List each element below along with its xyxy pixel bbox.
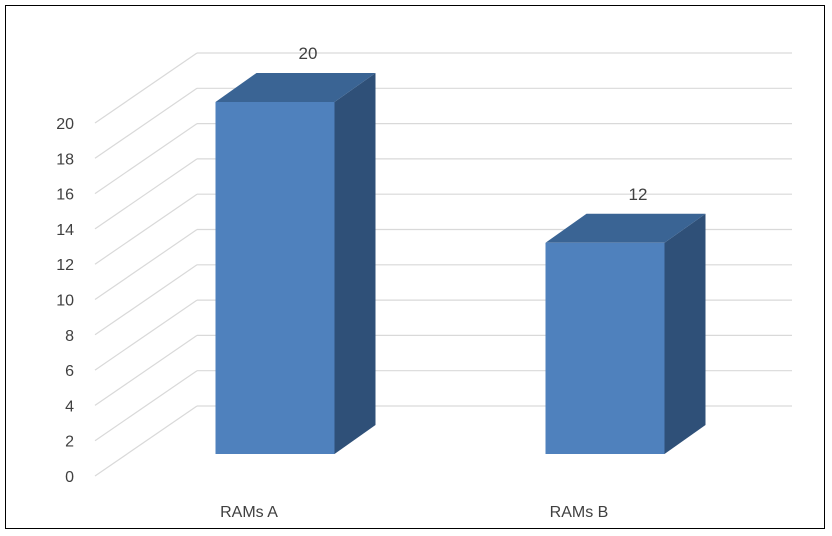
bar-top xyxy=(545,213,706,243)
gridline-diagonal xyxy=(94,299,198,371)
y-tick-label: 4 xyxy=(65,398,74,415)
y-tick-label: 6 xyxy=(65,363,74,380)
y-tick-label: 12 xyxy=(56,257,74,274)
bar-1 xyxy=(215,73,376,454)
gridline-diagonal xyxy=(94,334,198,406)
bar-top xyxy=(215,73,376,102)
bars xyxy=(215,73,706,454)
bar-side xyxy=(334,73,376,454)
gridline-diagonal xyxy=(94,405,198,477)
y-tick-label: 0 xyxy=(65,469,74,486)
gridline-diagonal xyxy=(94,158,198,230)
gridline-diagonal xyxy=(94,123,198,195)
gridline-diagonal xyxy=(94,229,198,300)
gridline-diagonal xyxy=(94,370,198,442)
gridline-diagonal xyxy=(94,193,198,265)
gridline-diagonal xyxy=(94,264,198,336)
bar-2 xyxy=(545,213,706,454)
data-label: 12 xyxy=(629,185,648,204)
bar-side xyxy=(664,213,706,454)
y-tick-label: 16 xyxy=(56,187,74,204)
bar-front xyxy=(545,242,665,454)
y-tick-label: 20 xyxy=(56,116,74,133)
x-category-label: RAMs B xyxy=(550,504,609,521)
x-axis-categories: RAMs A RAMs B xyxy=(220,504,608,521)
y-tick-label: 14 xyxy=(56,222,74,239)
y-tick-label: 2 xyxy=(65,434,74,451)
x-category-label: RAMs A xyxy=(220,504,278,521)
y-tick-label: 8 xyxy=(65,328,74,345)
y-tick-label: 10 xyxy=(56,293,74,310)
y-axis-ticks: 0 2 4 6 8 10 12 14 16 18 20 xyxy=(56,116,74,486)
bar-front xyxy=(215,102,335,454)
gridline-diagonal xyxy=(94,52,198,124)
gridline-diagonal xyxy=(94,87,198,159)
data-label: 20 xyxy=(299,44,318,63)
y-tick-label: 18 xyxy=(56,151,74,168)
